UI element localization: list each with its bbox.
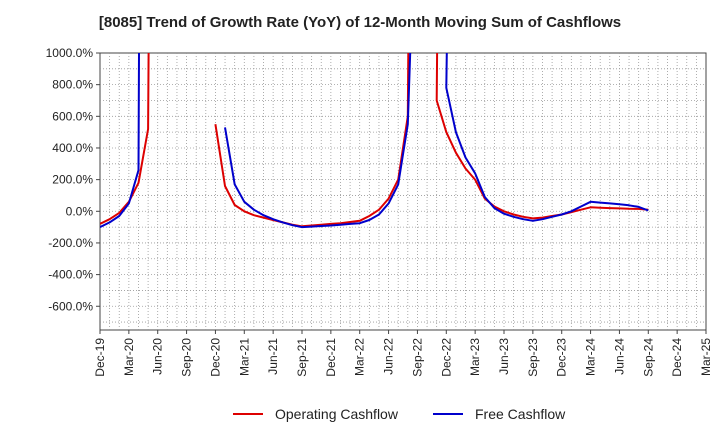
series-line-operating-cashflow — [435, 53, 649, 220]
x-tick-label: Dec-24 — [670, 338, 684, 377]
x-tick-label: Sep-23 — [526, 338, 540, 377]
y-tick-label: -200.0% — [48, 236, 93, 250]
x-tick-label: Mar-21 — [237, 338, 251, 376]
x-tick-label: Jun-23 — [497, 338, 511, 375]
series-line-free-cashflow — [100, 53, 140, 228]
y-tick-label: 200.0% — [52, 173, 93, 187]
y-tick-label: 400.0% — [52, 141, 93, 155]
series-line-free-cashflow — [445, 53, 649, 222]
y-tick-label: -600.0% — [48, 299, 93, 313]
x-tick-label: Sep-21 — [295, 338, 309, 377]
x-tick-label: Mar-23 — [468, 338, 482, 376]
x-tick-label: Jun-21 — [266, 338, 280, 375]
y-tick-label: -400.0% — [48, 268, 93, 282]
x-tick-label: Dec-20 — [208, 338, 222, 377]
legend-label: Operating Cashflow — [275, 406, 399, 422]
x-tick-label: Mar-24 — [584, 338, 598, 376]
y-tick-label: 0.0% — [66, 204, 94, 218]
x-tick-label: Dec-19 — [93, 338, 107, 377]
x-tick-label: Jun-24 — [612, 338, 626, 375]
x-tick-label: Mar-25 — [699, 338, 713, 376]
x-tick-label: Dec-22 — [439, 338, 453, 377]
x-tick-label: Dec-21 — [324, 338, 338, 377]
y-tick-label: 600.0% — [52, 109, 93, 123]
legend-label: Free Cashflow — [475, 406, 566, 422]
x-tick-label: Mar-22 — [353, 338, 367, 376]
x-tick-label: Sep-22 — [410, 338, 424, 377]
x-tick-label: Dec-23 — [555, 338, 569, 377]
x-tick-label: Jun-20 — [151, 338, 165, 375]
x-tick-label: Jun-22 — [382, 338, 396, 375]
y-tick-label: 800.0% — [52, 78, 93, 92]
series-line-free-cashflow — [224, 53, 412, 229]
y-tick-label: 1000.0% — [46, 46, 94, 60]
x-tick-label: Sep-20 — [180, 338, 194, 377]
x-tick-label: Mar-20 — [122, 338, 136, 376]
chart-title: [8085] Trend of Growth Rate (YoY) of 12-… — [98, 14, 622, 31]
series-line-operating-cashflow — [214, 53, 410, 228]
x-tick-label: Sep-24 — [641, 338, 655, 377]
plot-area — [99, 52, 707, 331]
